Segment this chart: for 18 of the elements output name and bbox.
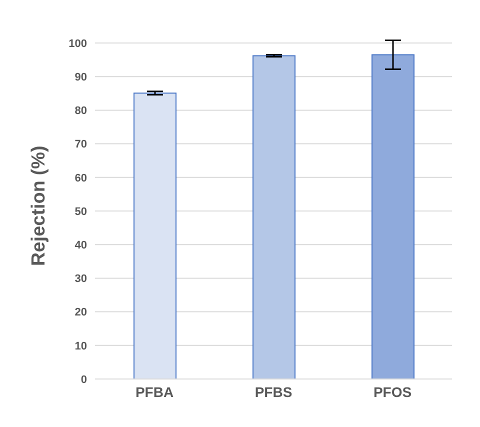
- x-tick-label: PFBS: [254, 384, 292, 400]
- y-axis-title: Rejection (%): [28, 146, 50, 266]
- y-tick-label: 80: [74, 105, 87, 118]
- x-tick-label: PFOS: [373, 384, 412, 400]
- y-tick-label: 70: [74, 138, 87, 151]
- y-tick-label: 30: [74, 273, 87, 286]
- y-tick-label: 40: [74, 240, 87, 252]
- y-tick-label: 90: [74, 72, 87, 84]
- x-tick-label: PFBA: [135, 384, 174, 400]
- bar: [134, 92, 176, 379]
- bar: [372, 54, 414, 379]
- y-tick-label: 20: [74, 306, 87, 319]
- y-tick-label: 0: [80, 374, 87, 386]
- y-tick-label: 50: [74, 206, 87, 218]
- bar: [252, 55, 296, 379]
- y-tick-label: 10: [74, 340, 87, 352]
- y-tick-label: 100: [68, 38, 87, 50]
- y-tick-label: 60: [74, 172, 87, 184]
